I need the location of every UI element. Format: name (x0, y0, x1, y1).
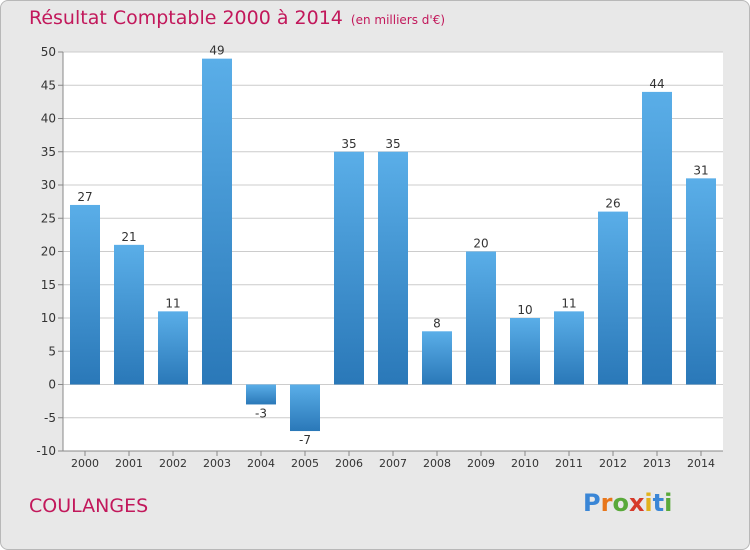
data-label-2008: 8 (433, 316, 441, 330)
x-tick-label-2005: 2005 (291, 457, 319, 470)
data-label-2005: -7 (299, 433, 311, 447)
x-tick-label-2004: 2004 (247, 457, 275, 470)
bar-2011 (554, 311, 584, 385)
y-tick-label: 5 (48, 344, 56, 358)
y-tick-label: -10 (36, 444, 56, 458)
logo-letter: i (644, 489, 653, 517)
y-tick-label: 35 (41, 145, 56, 159)
logo-letter: P (583, 489, 601, 517)
bar-2005 (290, 384, 320, 432)
bar-2008 (422, 331, 452, 385)
data-label-2000: 27 (77, 190, 92, 204)
bar-2007 (378, 151, 408, 385)
data-label-2014: 31 (693, 163, 708, 177)
data-label-2002: 11 (165, 296, 180, 310)
data-label-2009: 20 (473, 237, 488, 251)
proxiti-logo: Proxiti (583, 489, 672, 517)
x-tick-label-2008: 2008 (423, 457, 451, 470)
y-tick-label: 15 (41, 278, 56, 292)
x-tick-label-2002: 2002 (159, 457, 187, 470)
data-label-2013: 44 (649, 77, 664, 91)
x-tick-label-2003: 2003 (203, 457, 231, 470)
logo-letter: i (664, 489, 673, 517)
logo-letter: t (652, 489, 665, 517)
chart-title: Résultat Comptable 2000 à 2014 (en millie… (29, 7, 445, 29)
bar-2010 (510, 318, 540, 385)
y-tick-label: 20 (41, 245, 56, 259)
data-label-2006: 35 (341, 137, 356, 151)
bar-2013 (642, 91, 672, 385)
bar-2001 (114, 244, 144, 385)
data-label-2012: 26 (605, 197, 620, 211)
data-label-2011: 11 (561, 296, 576, 310)
x-tick-label-2000: 2000 (71, 457, 99, 470)
bar-2012 (598, 211, 628, 385)
data-label-2007: 35 (385, 137, 400, 151)
place-name: COULANGES (29, 495, 149, 517)
x-tick-label-2009: 2009 (467, 457, 495, 470)
y-tick-label: 40 (41, 112, 56, 126)
x-tick-label-2006: 2006 (335, 457, 363, 470)
y-tick-label: 25 (41, 211, 56, 225)
chart-unit: (en milliers d'€) (350, 13, 446, 27)
bar-2003 (202, 58, 232, 385)
bar-2004 (246, 384, 276, 405)
x-tick-label-2007: 2007 (379, 457, 407, 470)
x-tick-label-2011: 2011 (555, 457, 583, 470)
logo-letter: o (612, 489, 629, 517)
x-tick-label-2013: 2013 (643, 457, 671, 470)
y-tick-label: 45 (41, 78, 56, 92)
logo-letter: x (628, 489, 645, 517)
logo-letter: r (600, 489, 613, 517)
x-tick-label-2001: 2001 (115, 457, 143, 470)
bar-2014 (686, 178, 716, 385)
chart-title-text: Résultat Comptable 2000 à 2014 (29, 7, 343, 29)
y-tick-label: 0 (48, 378, 56, 392)
y-tick-label: -5 (44, 411, 56, 425)
data-label-2004: -3 (255, 406, 267, 420)
bar-2000 (70, 204, 100, 385)
y-tick-label: 50 (41, 45, 56, 59)
data-label-2010: 10 (517, 303, 532, 317)
data-label-2003: 49 (209, 44, 224, 58)
x-tick-label-2010: 2010 (511, 457, 539, 470)
bar-2006 (334, 151, 364, 385)
y-tick-label: 30 (41, 178, 56, 192)
x-tick-label-2014: 2014 (687, 457, 715, 470)
y-tick-label: 10 (41, 311, 56, 325)
x-tick-label-2012: 2012 (599, 457, 627, 470)
data-label-2001: 21 (121, 230, 136, 244)
bar-2009 (466, 251, 496, 385)
bar-2002 (158, 311, 188, 385)
